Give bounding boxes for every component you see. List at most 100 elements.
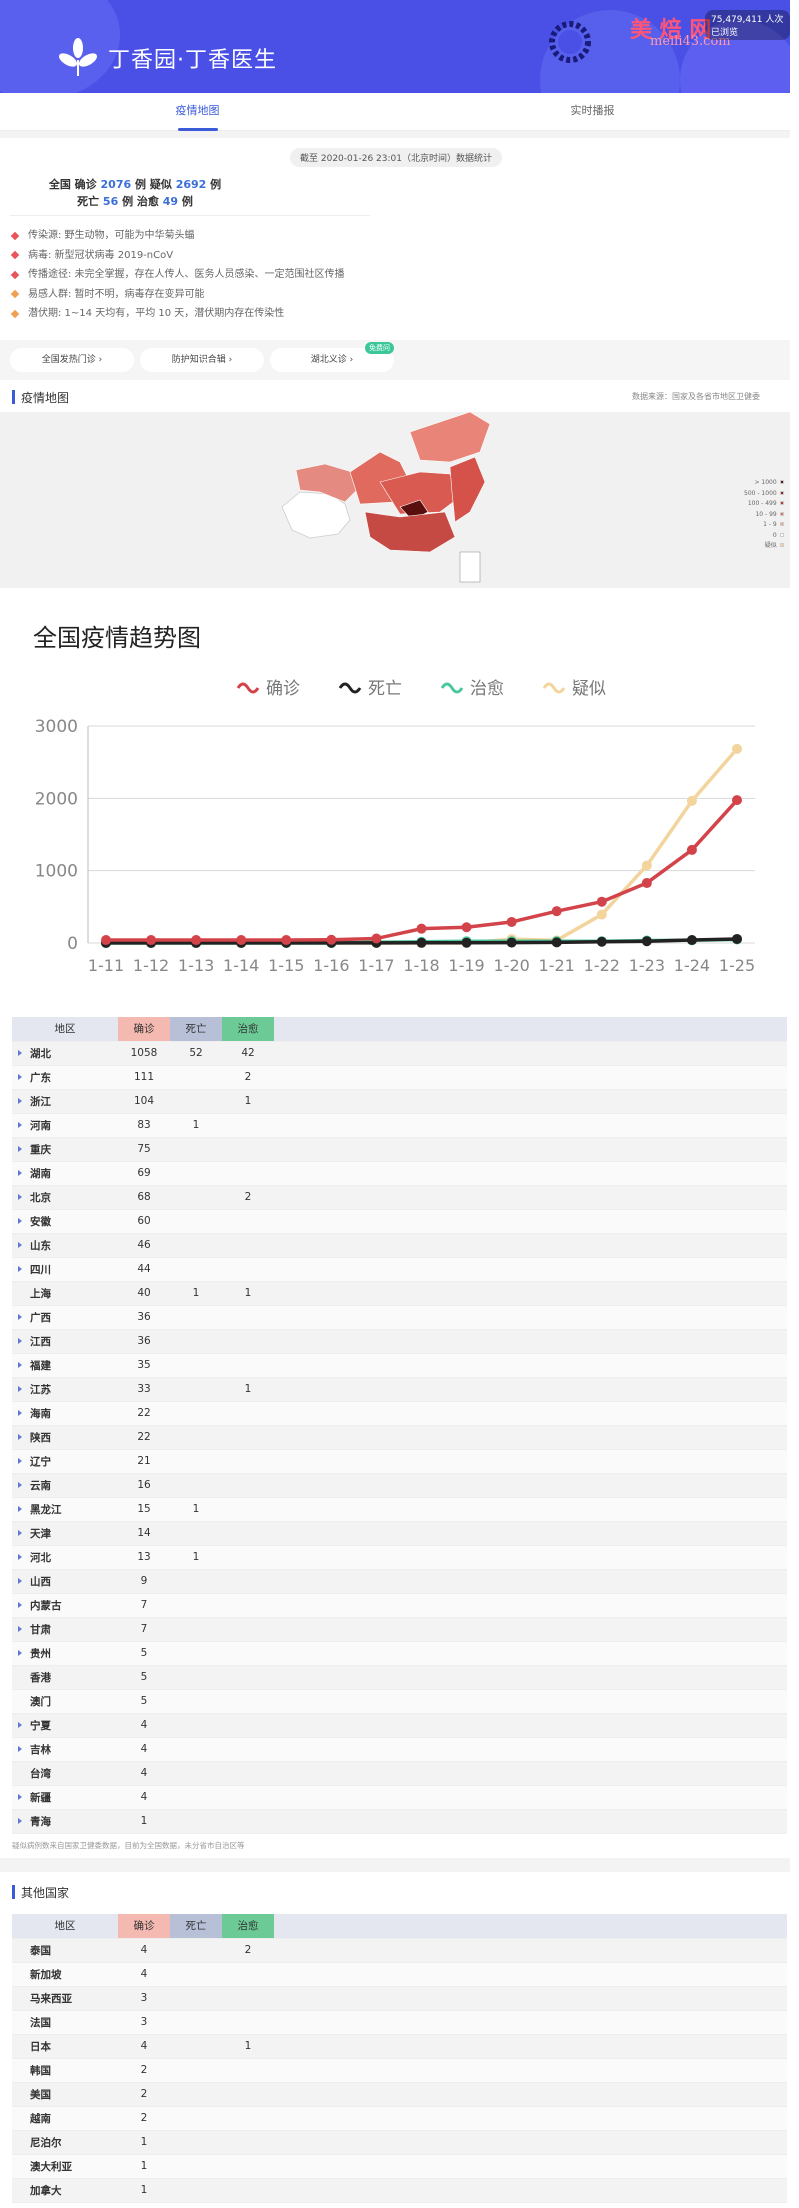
expand-arrow-icon[interactable] (18, 1793, 22, 1800)
cell-value: 13 (137, 1551, 151, 1563)
table-row[interactable]: 四川 44 (12, 1257, 787, 1282)
expand-arrow-icon[interactable] (18, 1169, 22, 1176)
cell-area: 辽宁 (12, 1449, 118, 1474)
expand-arrow-icon[interactable] (18, 1241, 22, 1248)
table-row[interactable]: 重庆 75 (12, 1137, 787, 1162)
cell-value: 辽宁 (30, 1455, 51, 1468)
cell-value: 越南 (30, 2112, 51, 2125)
table-row[interactable]: 广西 36 (12, 1305, 787, 1330)
expand-arrow-icon[interactable] (18, 1145, 22, 1152)
col-confirmed: 确诊 (118, 1914, 170, 1939)
brand-logo[interactable]: 丁香园·丁香医生 (56, 36, 277, 80)
table-row[interactable]: 云南 16 (12, 1473, 787, 1498)
cell-cured (222, 1641, 274, 1666)
table-row[interactable]: 内蒙古 7 (12, 1593, 787, 1618)
table-row[interactable]: 江西 36 (12, 1329, 787, 1354)
table-row[interactable]: 湖北 1058 52 42 (12, 1041, 787, 1066)
expand-arrow-icon[interactable] (18, 1529, 22, 1536)
cell-dead: 1 (170, 1497, 222, 1522)
cell-cured (222, 2154, 274, 2179)
expand-arrow-icon[interactable] (18, 1481, 22, 1488)
expand-arrow-icon[interactable] (18, 1337, 22, 1344)
table-row[interactable]: 新疆 4 (12, 1785, 787, 1810)
tab-live-news[interactable]: 实时播报 (570, 104, 615, 117)
data-point (596, 896, 607, 907)
expand-arrow-icon[interactable] (18, 1073, 22, 1080)
cell-dead (170, 1569, 222, 1594)
expand-arrow-icon[interactable] (18, 1577, 22, 1584)
expand-arrow-icon[interactable] (18, 1361, 22, 1368)
table-row[interactable]: 贵州 5 (12, 1641, 787, 1666)
expand-arrow-icon[interactable] (18, 1265, 22, 1272)
expand-arrow-icon[interactable] (18, 1817, 22, 1824)
table-row[interactable]: 宁夏 4 (12, 1713, 787, 1738)
expand-arrow-icon[interactable] (18, 1457, 22, 1464)
cell-value: 1 (244, 2040, 252, 2052)
expand-arrow-icon[interactable] (18, 1433, 22, 1440)
banner-decoration (0, 0, 120, 93)
expand-arrow-icon[interactable] (18, 1721, 22, 1728)
cell-area: 泰国 (12, 1938, 118, 1963)
table-row[interactable]: 福建 35 (12, 1353, 787, 1378)
fact-item: 传染源: 野生动物，可能为中华菊头蝠 (10, 226, 345, 246)
fact-text: 病毒: 新型冠状病毒 2019-nCoV (28, 249, 174, 261)
expand-arrow-icon[interactable] (18, 1553, 22, 1560)
china-map[interactable] (0, 411, 790, 588)
fact-text: 传染源: 野生动物，可能为中华菊头蝠 (28, 230, 195, 241)
cell-cured (222, 2106, 274, 2131)
fever-clinic-link[interactable]: 全国发热门诊 › (10, 348, 134, 372)
expand-arrow-icon[interactable] (18, 1601, 22, 1608)
expand-arrow-icon[interactable] (18, 1313, 22, 1320)
expand-arrow-icon[interactable] (18, 1505, 22, 1512)
table-row[interactable]: 海南 22 (12, 1401, 787, 1426)
cell-area: 山西 (12, 1569, 118, 1594)
table-row[interactable]: 江苏 33 1 (12, 1377, 787, 1402)
expand-arrow-icon[interactable] (18, 1745, 22, 1752)
cell-area: 贵州 (12, 1641, 118, 1666)
table-row[interactable]: 山西 9 (12, 1569, 787, 1594)
table-row[interactable]: 安徽 60 (12, 1209, 787, 1234)
cell-value: 42 (241, 1047, 255, 1059)
cell-spacer (274, 1377, 787, 1402)
table-row: 韩国 2 (12, 2058, 787, 2083)
expand-arrow-icon[interactable] (18, 1121, 22, 1128)
cell-confirmed: 83 (118, 1113, 170, 1138)
y-tick-label: 0 (67, 934, 78, 954)
expand-arrow-icon[interactable] (18, 1217, 22, 1224)
expand-arrow-icon[interactable] (18, 1649, 22, 1656)
expand-arrow-icon[interactable] (18, 1049, 22, 1056)
expand-arrow-icon[interactable] (18, 1409, 22, 1416)
table-row[interactable]: 山东 46 (12, 1233, 787, 1258)
table-row[interactable]: 河南 83 1 (12, 1113, 787, 1138)
cell-value: 内蒙古 (30, 1599, 62, 1612)
expand-arrow-icon[interactable] (18, 1193, 22, 1200)
bullet-icon (10, 231, 20, 240)
expand-arrow-icon[interactable] (18, 1385, 22, 1392)
table-row[interactable]: 浙江 104 1 (12, 1089, 787, 1114)
hubei-consult-link[interactable]: 湖北义诊 › 免费问 (270, 342, 394, 372)
table-row[interactable]: 广东 111 2 (12, 1065, 787, 1090)
table-row[interactable]: 吉林 4 (12, 1737, 787, 1762)
stats-line-1: 全国 确诊 2076 例 疑似 2692 例 (48, 178, 222, 191)
cell-confirmed: 1 (118, 2130, 170, 2155)
table-row[interactable]: 黑龙江 15 1 (12, 1497, 787, 1522)
national-stats: 全国 确诊 2076 例 疑似 2692 例 死亡 56 例 治愈 49 例 (0, 176, 270, 210)
table-row[interactable]: 甘肃 7 (12, 1617, 787, 1642)
protection-guide-link[interactable]: 防护知识合辑 › (140, 348, 264, 372)
cell-spacer (274, 1593, 787, 1618)
cell-cured (222, 1473, 274, 1498)
table-row[interactable]: 河北 13 1 (12, 1545, 787, 1570)
cell-value: 河北 (30, 1551, 51, 1564)
free-badge: 免费问 (365, 342, 394, 354)
table-row[interactable]: 辽宁 21 (12, 1449, 787, 1474)
bullet-icon (10, 290, 20, 299)
expand-arrow-icon[interactable] (18, 1625, 22, 1632)
table-row[interactable]: 天津 14 (12, 1521, 787, 1546)
table-row[interactable]: 陕西 22 (12, 1425, 787, 1450)
tab-epidemic-map[interactable]: 疫情地图 (0, 93, 395, 131)
table-row[interactable]: 青海 1 (12, 1809, 787, 1834)
table-row[interactable]: 北京 68 2 (12, 1185, 787, 1210)
cell-cured (222, 1233, 274, 1258)
expand-arrow-icon[interactable] (18, 1097, 22, 1104)
table-row[interactable]: 湖南 69 (12, 1161, 787, 1186)
